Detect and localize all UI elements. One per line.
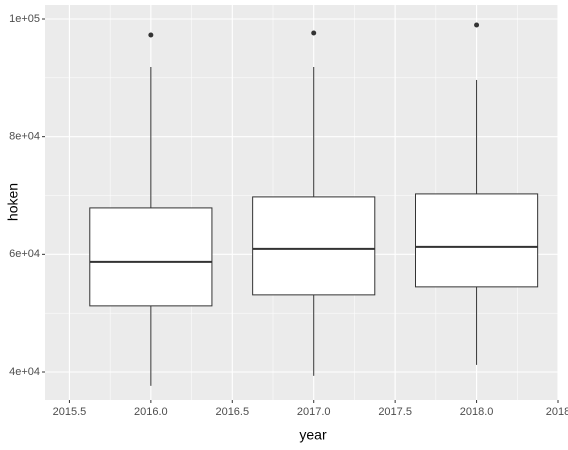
y-axis-title: hoken: [5, 183, 21, 221]
y-tick-label: 8e+04: [9, 131, 40, 143]
y-tick-label: 4e+04: [9, 366, 40, 378]
y-tick-label: 1e+05: [9, 13, 40, 25]
x-tick-label: 2017.5: [378, 406, 412, 418]
x-tick-label: 2015.5: [53, 406, 87, 418]
box: [89, 207, 213, 307]
x-axis-title: year: [299, 427, 327, 443]
box: [415, 193, 539, 288]
x-tick-label: 2018: [546, 406, 568, 418]
box: [252, 196, 376, 296]
x-tick-label: 2017.0: [297, 406, 331, 418]
outlier: [148, 32, 154, 38]
x-tick-label: 2018.0: [460, 406, 494, 418]
x-tick-label: 2016.0: [134, 406, 168, 418]
y-tick-label: 6e+04: [9, 248, 40, 260]
x-tick-label: 2016.5: [215, 406, 249, 418]
outlier: [474, 22, 480, 28]
outlier: [311, 30, 317, 36]
